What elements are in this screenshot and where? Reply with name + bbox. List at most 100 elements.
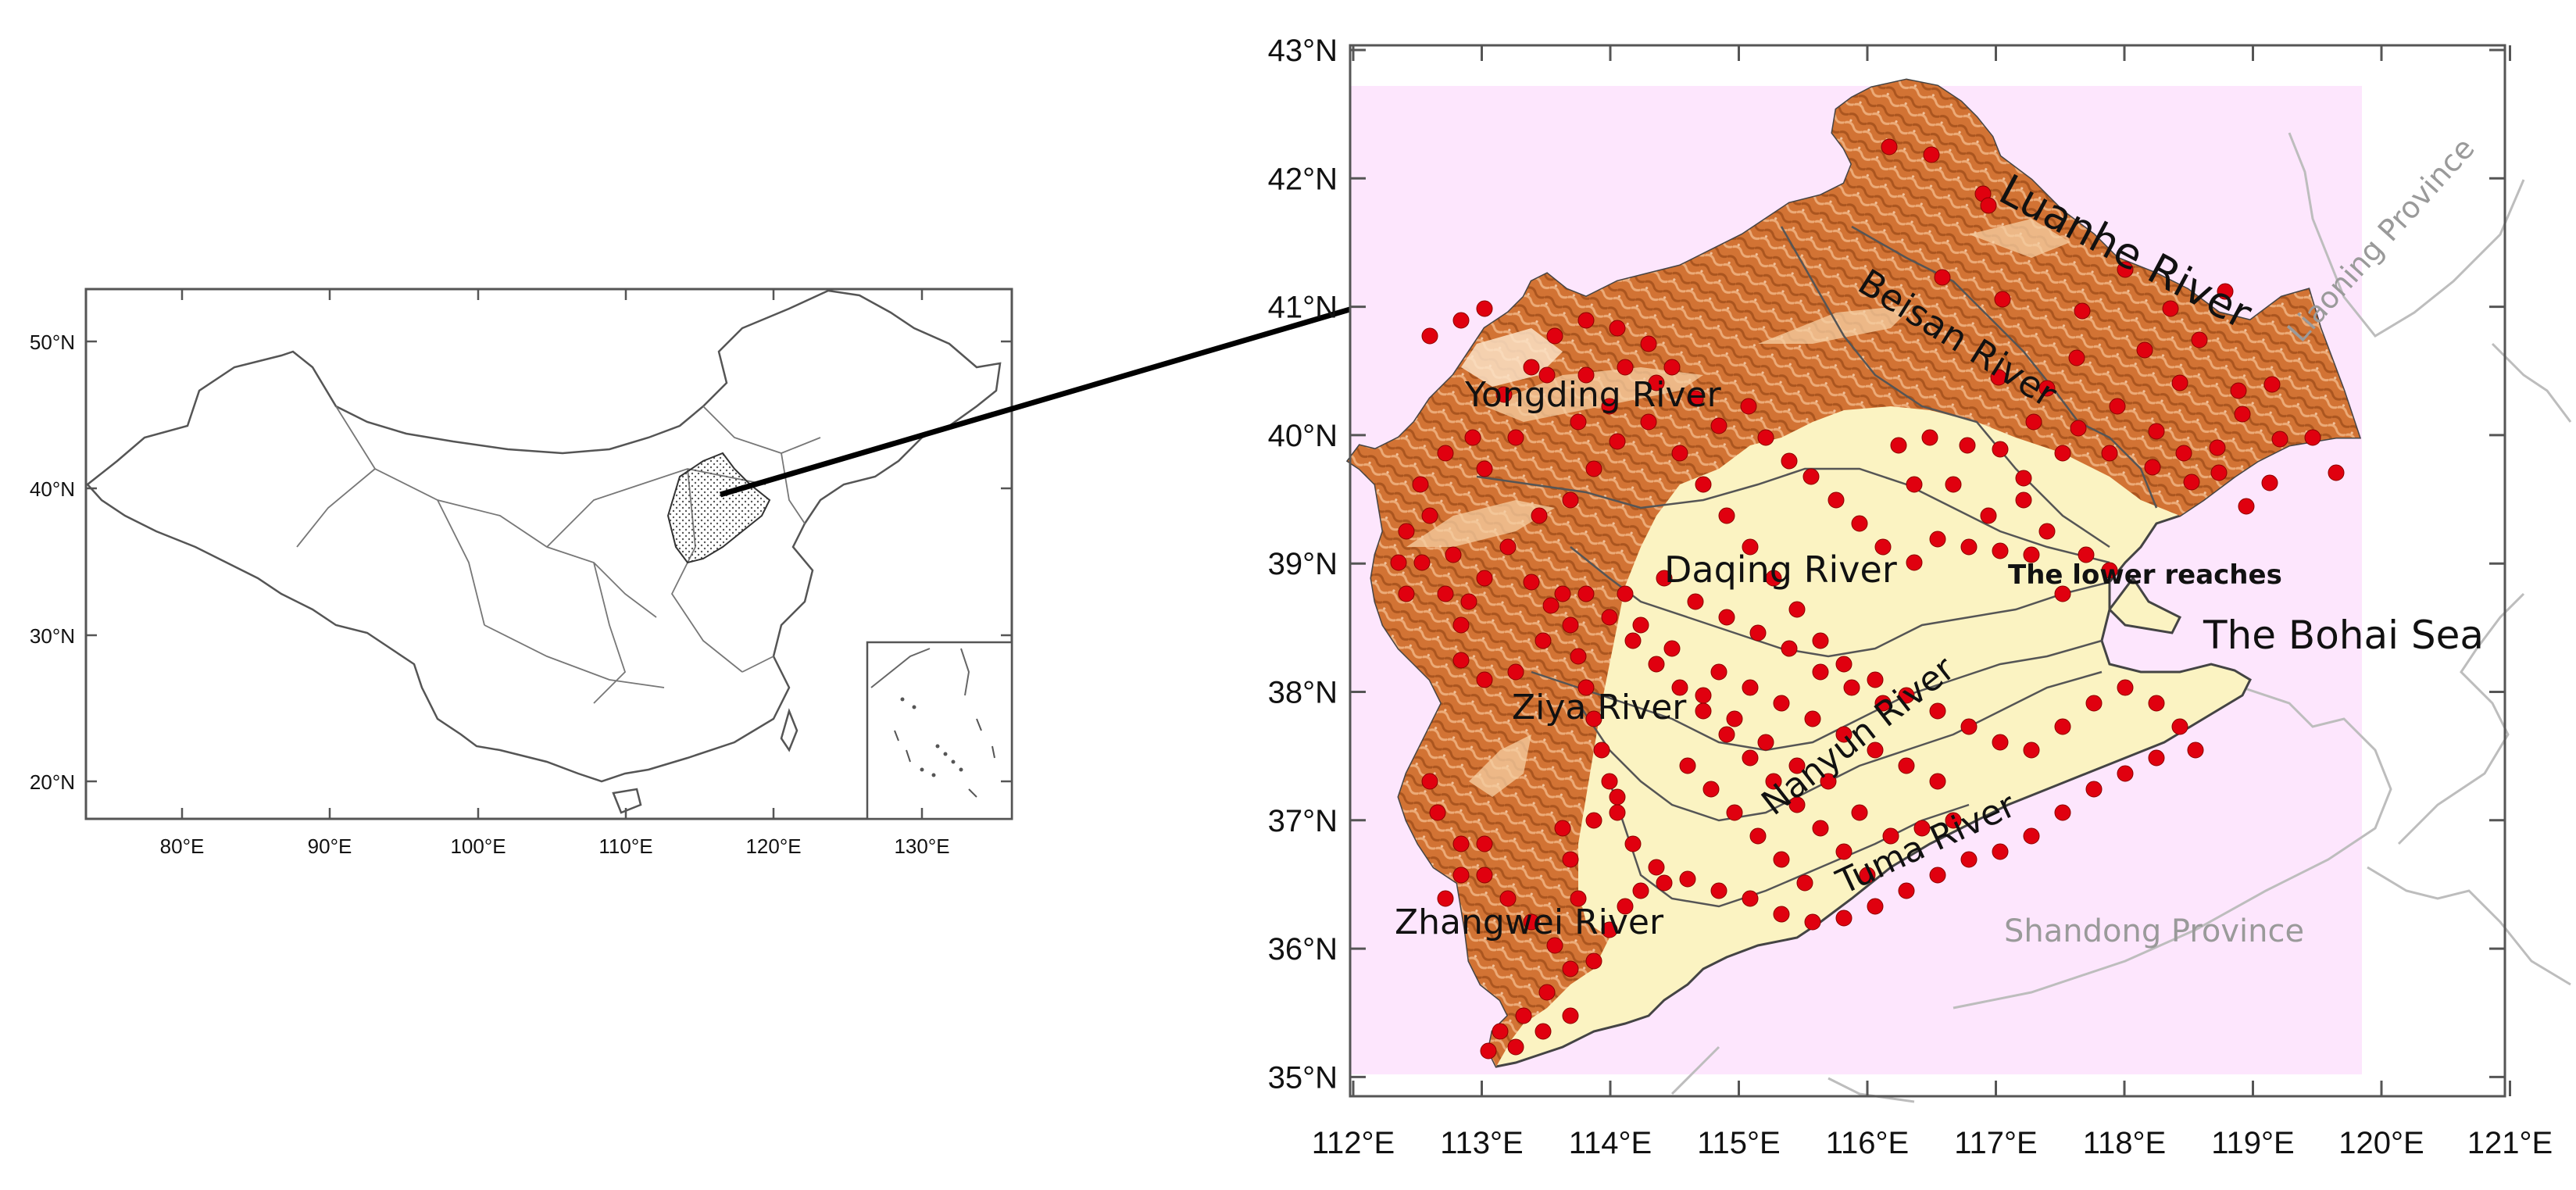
station-marker <box>1765 773 1782 790</box>
station-marker <box>1523 359 1540 376</box>
station-marker <box>1749 827 1767 845</box>
inset-lon-tick-label: 80°E <box>160 834 205 858</box>
station-marker <box>1656 874 1673 892</box>
main-lon-tick-label: 113°E <box>1440 1126 1523 1160</box>
station-marker <box>1788 601 1806 618</box>
station-marker <box>1867 742 1884 759</box>
station-marker <box>1476 867 1493 884</box>
station-marker <box>1585 812 1602 829</box>
station-marker <box>1585 952 1602 970</box>
station-marker <box>1421 773 1438 790</box>
station-marker <box>2025 413 2042 431</box>
station-marker <box>1624 632 1642 649</box>
station-marker <box>1609 433 1626 450</box>
station-marker <box>2101 445 2118 462</box>
station-marker <box>1718 609 1735 626</box>
station-marker <box>2171 374 2188 391</box>
station-marker <box>1906 476 1923 493</box>
station-marker <box>2078 546 2095 563</box>
station-marker <box>1663 640 1681 657</box>
station-marker <box>1788 796 1806 813</box>
label-daqing-river: Daqing River <box>1664 549 1897 591</box>
station-marker <box>1437 585 1454 602</box>
station-marker <box>1538 984 1556 1001</box>
station-marker <box>2015 470 2032 487</box>
station-marker <box>1718 507 1735 524</box>
station-marker <box>1726 710 1743 727</box>
station-marker <box>1898 687 1915 704</box>
station-marker <box>1757 429 1774 446</box>
inset-map-frame <box>84 288 1013 820</box>
station-marker <box>2023 742 2040 759</box>
station-marker <box>2068 349 2085 366</box>
station-marker <box>1804 913 1821 931</box>
station-marker <box>1835 843 1853 860</box>
station-marker <box>1390 554 1407 571</box>
station-marker <box>2148 749 2165 767</box>
main-lon-tick-label: 118°E <box>2083 1126 2166 1160</box>
inset-china-map: 50°N 40°N 30°N 20°N 80°E 90°E 100°E 110°E 120°E… <box>30 288 1013 858</box>
station-marker <box>1523 574 1540 591</box>
station-marker <box>1679 870 1696 888</box>
station-marker <box>1980 197 1997 214</box>
station-marker <box>1542 597 1560 614</box>
station-marker <box>2217 283 2234 300</box>
station-marker <box>1535 632 1552 649</box>
station-marker <box>1452 616 1470 634</box>
hainan-outline <box>612 788 642 814</box>
station-marker <box>1960 538 1978 556</box>
sub-basin-boundaries <box>1476 225 2158 908</box>
station-marker <box>1593 742 1610 759</box>
inset-lat-tick-label: 30°N <box>30 624 75 648</box>
station-marker <box>1812 820 1829 837</box>
station-marker <box>1835 656 1853 673</box>
station-marker <box>1577 366 1595 384</box>
station-marker <box>2183 473 2200 491</box>
station-marker <box>1959 437 1976 454</box>
station-marker <box>1781 640 1798 657</box>
station-marker <box>1585 460 1602 477</box>
station-marker <box>1452 835 1470 852</box>
neighbor-coastlines <box>1670 132 2572 1103</box>
station-marker <box>1562 960 1579 977</box>
station-marker <box>1507 1038 1524 1056</box>
main-lat-tick-label: 38°N <box>1268 676 1338 710</box>
station-marker <box>1499 538 1517 556</box>
station-marker <box>1890 437 1907 454</box>
main-lon-axis: 112°E 113°E 114°E 115°E 116°E 117°E 118°E 119°E… <box>1312 45 2553 1160</box>
station-marker <box>1843 679 1860 696</box>
station-marker <box>1562 491 1579 509</box>
station-marker <box>1480 1042 1497 1060</box>
station-marker <box>1640 413 1657 431</box>
south-china-sea-inset <box>866 641 1013 820</box>
station-marker <box>2117 261 2134 278</box>
station-marker <box>1913 820 1931 837</box>
station-marker <box>2038 523 2056 540</box>
station-marker <box>1702 781 1720 798</box>
station-marker <box>1929 531 1946 548</box>
station-marker <box>2054 585 2071 602</box>
station-marker <box>1749 624 1767 641</box>
inset-lon-tick-label: 130°E <box>894 834 949 858</box>
station-marker <box>1412 476 1429 493</box>
station-marker <box>1609 320 1626 337</box>
station-marker <box>1923 146 1940 163</box>
station-marker <box>2144 459 2161 476</box>
station-marker <box>1929 702 1946 720</box>
station-marker <box>1648 656 1665 673</box>
station-marker <box>1827 491 1845 509</box>
station-marker <box>1495 386 1513 403</box>
station-marker <box>1710 882 1727 899</box>
station-marker <box>1632 882 1649 899</box>
station-marker <box>1898 757 1915 774</box>
station-marker <box>1445 546 1462 563</box>
station-marker <box>1421 327 1438 345</box>
station-marker <box>1460 593 1477 610</box>
inset-lon-tick-label: 120°E <box>745 834 801 858</box>
main-lat-tick-label: 39°N <box>1268 547 1338 581</box>
station-marker <box>1663 359 1681 376</box>
station-marker <box>1624 835 1642 852</box>
station-marker <box>2148 695 2165 712</box>
station-marker <box>1464 429 1481 446</box>
main-lat-tick-label: 43°N <box>1268 34 1338 68</box>
